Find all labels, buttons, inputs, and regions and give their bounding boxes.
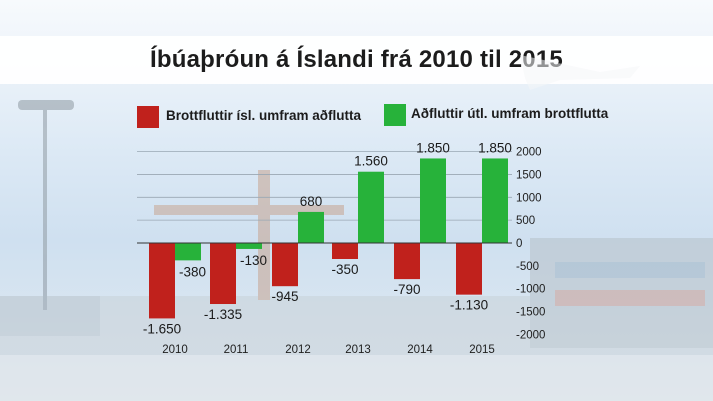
bar-red [272, 243, 298, 287]
bar-green [482, 158, 508, 243]
y-tick-label: -500 [516, 261, 539, 273]
legend-swatch-red [137, 106, 159, 128]
x-tick-label: 2011 [224, 344, 249, 356]
x-tick-label: 2014 [407, 344, 433, 356]
x-tick-label: 2015 [469, 344, 495, 356]
legend-label-green: Aðfluttir útl. umfram brottflutta [411, 106, 609, 121]
bar-green [358, 171, 384, 243]
x-tick-label: 2012 [285, 344, 311, 356]
bar-red [210, 243, 236, 305]
data-label-green: -380 [179, 264, 206, 279]
bar-green [175, 243, 201, 261]
chart-title: Íbúaþróun á Íslandi frá 2010 til 2015 [150, 46, 563, 73]
bar-red [456, 243, 482, 295]
y-tick-label: 1000 [516, 192, 542, 204]
bar-green [298, 211, 324, 243]
bar-green [420, 158, 446, 243]
bar-green [236, 243, 262, 249]
data-label-green: 1.560 [354, 154, 388, 169]
data-label-green: -130 [240, 253, 267, 268]
y-tick-label: 2000 [516, 147, 542, 159]
data-label-red: -790 [393, 282, 420, 297]
data-label-green: 1.850 [478, 140, 512, 155]
y-tick-label: -1000 [516, 284, 545, 296]
y-tick-label: -2000 [516, 329, 545, 341]
bar-red [149, 243, 175, 319]
x-tick-label: 2013 [345, 344, 371, 356]
data-label-red: -945 [271, 289, 298, 304]
legend-label-red: Brottfluttir ísl. umfram aðflutta [166, 108, 361, 123]
bar-red [332, 243, 358, 259]
background-scenery [0, 55, 713, 401]
data-label-red: -1.130 [450, 298, 488, 313]
data-label-red: -350 [331, 262, 358, 277]
data-label-green: 1.850 [416, 140, 450, 155]
y-tick-label: 1500 [516, 169, 542, 181]
legend-swatch-green [384, 104, 406, 126]
data-label-red: -1.650 [143, 321, 181, 336]
y-tick-label: 500 [516, 215, 535, 227]
y-tick-label: -1500 [516, 307, 545, 319]
y-tick-label: 0 [516, 238, 522, 250]
data-label-green: 680 [300, 194, 323, 209]
data-label-red: -1.335 [204, 307, 242, 322]
bar-red [394, 243, 420, 280]
x-tick-label: 2010 [162, 344, 188, 356]
